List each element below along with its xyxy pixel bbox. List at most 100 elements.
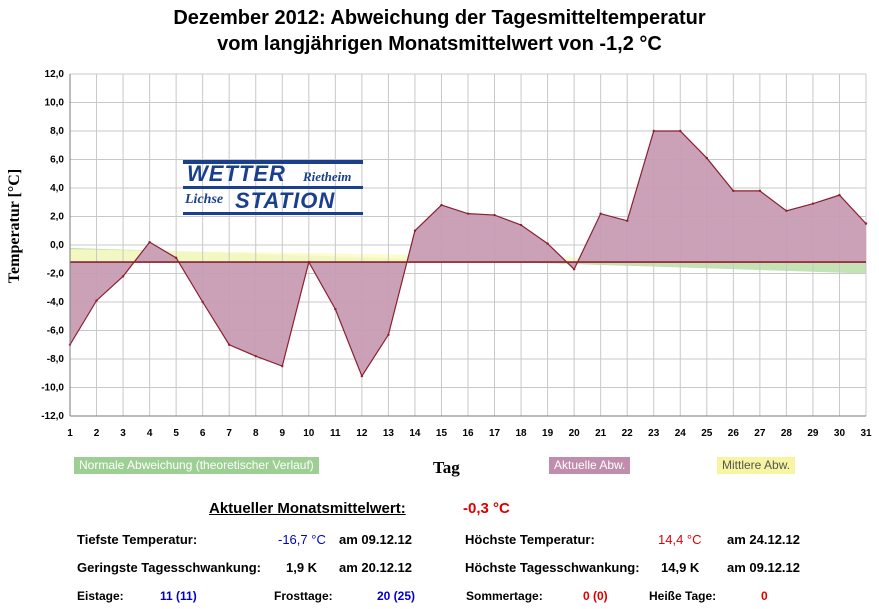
- logo-top-bar: [183, 160, 363, 164]
- legend-mean: Mittlere Abw.: [717, 457, 796, 474]
- logo-place-lichse: Lichse: [185, 192, 224, 207]
- actual-deviation-point: [201, 300, 204, 304]
- actual-deviation-point: [626, 219, 629, 222]
- actual-deviation-point: [387, 333, 390, 336]
- x-tick-label: 27: [754, 428, 766, 439]
- logo-word-station: STATION: [235, 188, 336, 213]
- y-tick-label: 0,0: [50, 240, 64, 251]
- actual-deviation-point: [281, 364, 284, 368]
- actual-deviation-point: [413, 229, 417, 232]
- x-tick-label: 3: [120, 428, 126, 439]
- x-tick-label: 6: [200, 428, 206, 439]
- x-tick-label: 28: [781, 428, 793, 439]
- frost-days-label: Frosttage:: [274, 589, 333, 603]
- hot-days-value: 0: [761, 589, 768, 603]
- actual-deviation-point: [679, 129, 682, 133]
- x-tick-label: 22: [622, 428, 634, 439]
- x-tick-label: 20: [569, 428, 581, 439]
- actual-deviation-point: [838, 193, 841, 197]
- y-tick-label: -4,0: [47, 297, 65, 308]
- y-tick-label: -6,0: [47, 326, 65, 337]
- x-tick-label: 16: [462, 428, 474, 439]
- min-temp-label: Tiefste Temperatur:: [77, 532, 198, 547]
- actual-deviation-point: [466, 212, 470, 215]
- legend-normal: Normale Abweichung (theoretischer Verlau…: [74, 457, 319, 474]
- x-tick-label: 31: [860, 428, 872, 439]
- hot-days-label: Heiße Tage:: [649, 589, 717, 603]
- actual-deviation-point: [148, 240, 151, 244]
- min-temp-value: -16,7 °C: [278, 532, 326, 547]
- actual-deviation-point: [811, 202, 815, 205]
- actual-deviation-point: [785, 209, 788, 212]
- logo-bottom-bar: [183, 212, 363, 215]
- axes: [69, 74, 866, 417]
- x-axis-label: Tag: [433, 458, 460, 477]
- actual-deviation-point: [254, 354, 257, 358]
- max-temp-label: Höchste Temperatur:: [465, 532, 595, 547]
- summer-days-label: Sommertage:: [466, 589, 543, 603]
- logo-place-rietheim: Rietheim: [303, 169, 352, 184]
- y-tick-label: -2,0: [47, 269, 65, 280]
- x-tick-label: 25: [701, 428, 713, 439]
- x-tick-label: 2: [94, 428, 100, 439]
- y-tick-label: 6,0: [50, 155, 64, 166]
- y-tick-label: 2,0: [50, 212, 64, 223]
- max-temp-date: am 24.12.12: [727, 532, 801, 547]
- logo-word-wetter: WETTER: [187, 161, 286, 186]
- min-swing-date: am 20.12.12: [339, 560, 413, 575]
- actual-deviation-point: [334, 307, 337, 311]
- x-tick-label: 17: [489, 428, 501, 439]
- actual-deviation-point: [732, 189, 735, 193]
- y-tick-label: -10,0: [41, 383, 64, 394]
- max-swing-value: 14,9 K: [661, 560, 700, 575]
- x-tick-label: 4: [147, 428, 153, 439]
- x-tick-label: 24: [675, 428, 687, 439]
- x-tick-label: 30: [834, 428, 846, 439]
- x-tick-label: 9: [279, 428, 285, 439]
- actual-deviation-point: [228, 343, 231, 346]
- monthly-mean-value: -0,3 °C: [463, 500, 510, 517]
- series-layer: [68, 129, 868, 378]
- legend-actual: Aktuelle Abw.: [549, 457, 631, 474]
- actual-deviation-point: [864, 222, 868, 225]
- x-tick-label: 11: [330, 428, 341, 439]
- logo-mid-bar: [183, 186, 363, 189]
- actual-deviation-point: [758, 189, 762, 193]
- x-tick-label: 10: [303, 428, 315, 439]
- max-temp-value: 14,4 °C: [658, 532, 702, 547]
- max-swing-date: am 09.12.12: [727, 560, 801, 575]
- actual-deviation-point: [572, 268, 576, 271]
- actual-deviation-point: [174, 256, 178, 260]
- x-tick-label: 18: [516, 428, 528, 439]
- actual-deviation-area: [70, 131, 866, 377]
- logo: WETTER Rietheim Lichse STATION: [183, 160, 363, 216]
- x-tick-labels: 1 2 3 4 5 6 7 8 9 10 11 12 13 14 15 16 17 18 19 20 21 22 23 24 2…: [67, 428, 872, 439]
- actual-deviation-point: [546, 242, 549, 245]
- chart-title-line2: vom langjährigen Monatsmittelwert von -1…: [217, 33, 662, 55]
- max-swing-label: Höchste Tagesschwankung:: [465, 560, 640, 575]
- x-tick-label: 13: [383, 428, 395, 439]
- y-tick-labels: 12,0 10,0 8,0 6,0 4,0 2,0 0,0 -2,0 -4,0 -6,0 -8,0 -…: [41, 69, 64, 422]
- actual-deviation-point: [440, 203, 443, 207]
- min-swing-label: Geringste Tagesschwankung:: [77, 560, 261, 575]
- actual-deviation-point: [360, 374, 364, 378]
- frost-days-value: 20 (25): [377, 589, 416, 603]
- actual-deviation-point: [95, 299, 98, 302]
- x-tick-label: 21: [595, 428, 607, 439]
- actual-deviation-point: [599, 212, 602, 215]
- actual-deviation-point: [652, 129, 655, 133]
- x-tick-label: 23: [648, 428, 660, 439]
- x-tick-label: 15: [436, 428, 448, 439]
- chart-title-line1: Dezember 2012: Abweichung der Tagesmitte…: [173, 7, 706, 29]
- y-tick-label: 12,0: [45, 69, 65, 80]
- y-tick-label: 4,0: [50, 183, 64, 194]
- y-axis-label: Temperatur [°C]: [6, 169, 23, 283]
- monthly-mean-label: Aktueller Monatsmittelwert:: [209, 500, 406, 517]
- y-tick-label: 8,0: [50, 126, 64, 137]
- min-swing-value: 1,9 K: [286, 560, 318, 575]
- ice-days-label: Eistage:: [77, 589, 124, 603]
- x-tick-label: 1: [67, 428, 73, 439]
- x-tick-label: 5: [173, 428, 179, 439]
- x-tick-label: 7: [226, 428, 232, 439]
